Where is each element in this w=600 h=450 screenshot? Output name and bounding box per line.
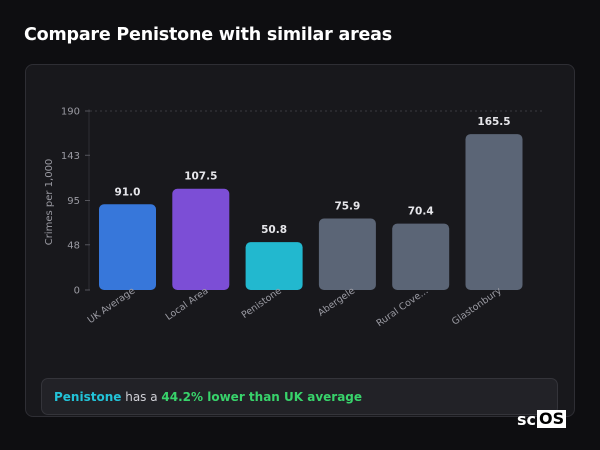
bar: [465, 134, 523, 290]
x-tick-label: UK Average: [86, 285, 138, 326]
brand-boxed: OS: [537, 409, 567, 428]
bar: [172, 188, 230, 290]
y-tick-label: 190: [61, 107, 80, 118]
bar: [392, 223, 450, 290]
bar: [99, 204, 156, 290]
x-tick-label: Penistone: [240, 285, 284, 321]
x-tick-label: Local Area: [164, 285, 211, 322]
value-label: 75.9: [334, 200, 360, 212]
value-label: 70.4: [408, 206, 434, 218]
comparison-callout: Penistone has a 44.2% lower than UK aver…: [41, 378, 558, 415]
brand-logo: sc OS: [517, 409, 567, 429]
callout-area-name: Penistone: [54, 390, 122, 404]
x-tick-labels: UK Average Local Area Penistone Abergele Rur…: [86, 285, 504, 329]
y-ticks: 0 48 95 143 190: [61, 107, 545, 297]
x-tick-label: Rural Cove...: [375, 285, 431, 329]
bar: [318, 218, 376, 290]
page-title: Compare Penistone with similar areas: [24, 25, 392, 45]
value-label: 107.5: [184, 171, 217, 183]
value-label: 91.0: [115, 186, 141, 198]
callout-highlight: 44.2% lower than UK average: [161, 390, 363, 404]
y-tick-label: 143: [61, 151, 80, 162]
bars: [99, 134, 523, 290]
brand-prefix: sc: [517, 409, 537, 429]
bar: [245, 242, 303, 290]
value-label: 50.8: [261, 224, 287, 236]
x-tick-label: Abergele: [316, 285, 357, 318]
value-label: 165.5: [477, 116, 510, 128]
y-tick-label: 95: [67, 196, 80, 207]
y-axis-label: Crimes per 1,000: [44, 159, 55, 246]
value-labels: 91.0 107.5 50.8 75.9 70.4 165.5: [115, 116, 511, 236]
y-tick-label: 0: [74, 286, 80, 297]
y-tick-label: 48: [67, 240, 80, 251]
callout-text: has a: [121, 390, 162, 404]
x-tick-label: Glastonbury: [450, 285, 504, 327]
